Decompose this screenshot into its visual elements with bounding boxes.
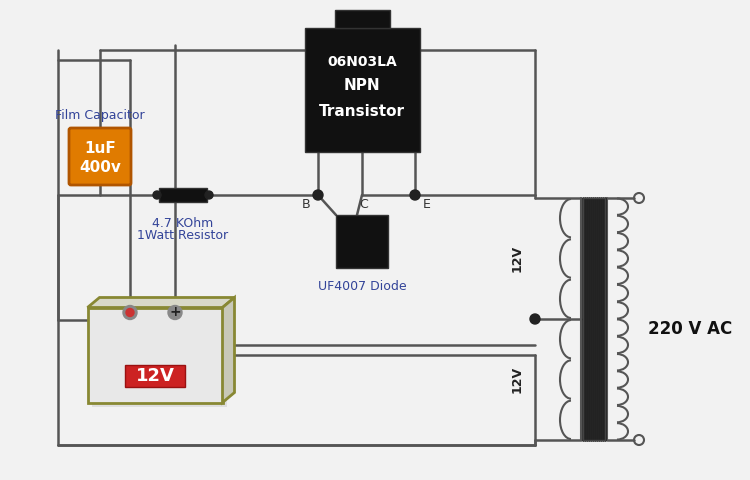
Bar: [88, 308, 223, 403]
Circle shape: [123, 305, 137, 320]
Bar: [583, 198, 605, 440]
Circle shape: [313, 190, 323, 200]
Text: 1Watt Resistor: 1Watt Resistor: [137, 229, 229, 242]
Text: 4.7 KOhm: 4.7 KOhm: [152, 217, 214, 230]
Bar: [335, 10, 390, 28]
Bar: [159, 188, 207, 202]
Bar: [125, 365, 185, 387]
Circle shape: [168, 305, 182, 320]
Text: 12V: 12V: [136, 367, 175, 385]
Circle shape: [205, 191, 213, 199]
Text: 12V: 12V: [511, 366, 524, 393]
Bar: [305, 28, 420, 152]
Polygon shape: [88, 298, 235, 308]
Text: 400v: 400v: [79, 159, 121, 175]
Circle shape: [410, 190, 420, 200]
Circle shape: [126, 309, 134, 316]
Text: Transistor: Transistor: [319, 105, 405, 120]
Text: E: E: [423, 198, 431, 211]
Circle shape: [530, 314, 540, 324]
Text: +: +: [170, 305, 181, 320]
Text: 12V: 12V: [511, 245, 524, 272]
Circle shape: [153, 191, 161, 199]
Polygon shape: [223, 298, 235, 403]
Text: 06N03LA: 06N03LA: [327, 55, 397, 69]
FancyBboxPatch shape: [69, 128, 131, 185]
Text: NPN: NPN: [344, 79, 380, 94]
Text: UF4007 Diode: UF4007 Diode: [318, 280, 407, 293]
Text: C: C: [360, 198, 368, 211]
Text: Film Capacitor: Film Capacitor: [56, 109, 145, 122]
Text: 1uF: 1uF: [84, 141, 116, 156]
Text: B: B: [302, 198, 310, 211]
Bar: [336, 215, 388, 268]
Bar: [92, 312, 226, 407]
Text: 220 V AC: 220 V AC: [648, 320, 732, 338]
